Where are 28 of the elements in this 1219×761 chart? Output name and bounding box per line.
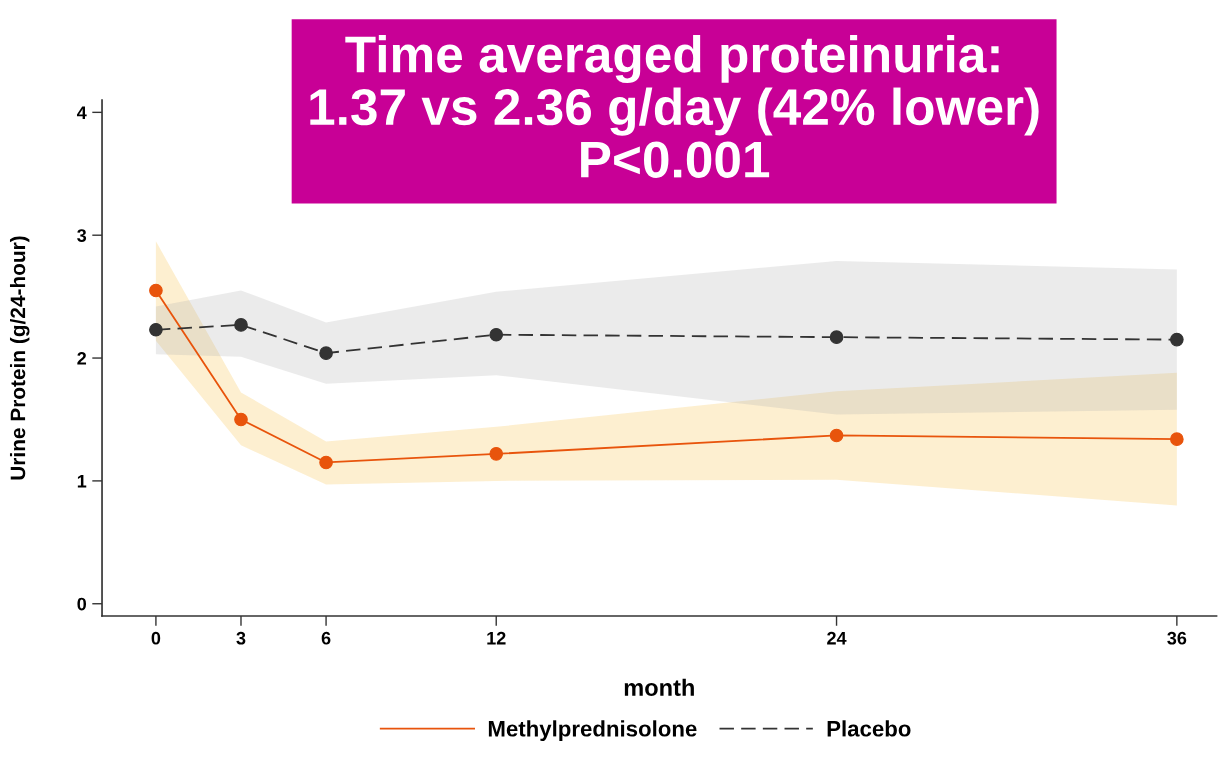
y-tick-label: 4 xyxy=(76,106,87,119)
point xyxy=(829,330,844,344)
y-axis-title: Urine Protein (g/24-hour) xyxy=(9,236,30,480)
y-tick-label: 2 xyxy=(77,351,87,365)
point xyxy=(489,447,504,461)
y-tick-label: 1 xyxy=(77,475,87,488)
point xyxy=(1170,432,1184,446)
point xyxy=(149,283,163,298)
x-tick-label: 3 xyxy=(236,631,246,645)
x-tick-label: 6 xyxy=(321,631,331,645)
legend-label: Placebo xyxy=(827,720,911,737)
point xyxy=(234,412,248,427)
legend-label: Methylprednisolone xyxy=(488,720,697,741)
point xyxy=(1170,332,1184,347)
point xyxy=(319,455,333,470)
x-tick-label: 0 xyxy=(151,631,161,645)
point xyxy=(149,322,163,337)
x-axis-title: month xyxy=(624,678,694,697)
point xyxy=(319,346,333,360)
y-tick-label: 3 xyxy=(77,229,87,242)
x-tick-label: 12 xyxy=(487,631,506,645)
point xyxy=(234,318,248,332)
point xyxy=(829,428,844,443)
x-tick-label: 24 xyxy=(827,631,847,645)
chart-title: Time averaged proteinuria: 1.37 vs 2.36 g/day (42% lower) P<0.001 xyxy=(310,34,1039,178)
point xyxy=(489,327,504,342)
x-tick-label: 36 xyxy=(1167,631,1187,645)
y-tick-label: 0 xyxy=(77,597,87,611)
